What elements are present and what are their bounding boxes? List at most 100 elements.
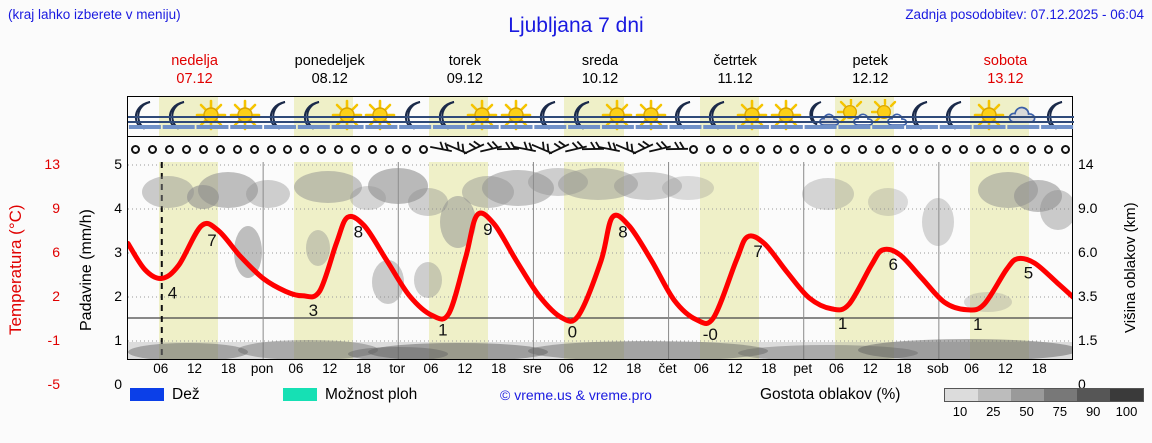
svg-text:1: 1 bbox=[973, 315, 982, 334]
x-tick-20: 06 bbox=[828, 361, 845, 376]
temperature-axis-ticks: 13 9 6 2 -1 -5 bbox=[28, 96, 60, 392]
temperature-tick-4: -1 bbox=[47, 332, 60, 348]
x-tick-19: pet bbox=[793, 361, 813, 376]
precipitation-tick-0: 5 bbox=[114, 156, 122, 172]
sun-icon bbox=[635, 99, 669, 133]
x-tick-3: pon bbox=[250, 361, 274, 376]
temperature-tick-1: 9 bbox=[52, 200, 60, 216]
chart-legend: Dež Možnost ploh © vreme.us & vreme.pro … bbox=[0, 386, 1152, 431]
cloud-density-tick-1: 25 bbox=[986, 404, 1001, 419]
daylight-band-3 bbox=[564, 162, 624, 359]
rain-color-swatch bbox=[130, 388, 164, 401]
chart-plot-area: 4 7 3 8 1 9 0 8 -0 7 1 6 1 5 bbox=[128, 162, 1072, 359]
day-header-6: petek 12.12 bbox=[803, 52, 938, 92]
temperature-tick-5: -5 bbox=[47, 376, 60, 392]
wind-barb-symbol bbox=[529, 138, 555, 160]
cloud-density-step-4 bbox=[1077, 389, 1110, 401]
cloudheight-tick-3: 3.5 bbox=[1078, 288, 1098, 304]
wind-barb-symbol bbox=[428, 138, 454, 160]
svg-text:9: 9 bbox=[483, 220, 492, 239]
wind-barb-symbol bbox=[613, 138, 639, 160]
location-hint: (kraj lahko izberete v meniju) bbox=[8, 7, 181, 22]
day-header-5: četrtek 11.12 bbox=[668, 52, 803, 92]
moon-icon bbox=[1040, 99, 1074, 133]
wind-calm-symbol bbox=[1060, 145, 1070, 154]
cloud-density-ticks: 10 25 50 75 90 100 bbox=[944, 404, 1152, 420]
showers-color-swatch bbox=[283, 388, 317, 401]
x-tick-1: 12 bbox=[187, 361, 203, 376]
x-tick-10: 18 bbox=[491, 361, 507, 376]
daylight-band-5 bbox=[834, 162, 894, 359]
wind-calm-symbol bbox=[705, 145, 715, 154]
svg-text:1: 1 bbox=[438, 320, 447, 339]
wind-calm-symbol bbox=[249, 145, 259, 154]
wind-calm-symbol bbox=[148, 145, 158, 154]
wind-calm-symbol bbox=[976, 145, 986, 154]
moon-icon bbox=[128, 99, 162, 133]
copyright-text: © vreme.us & vreme.pro bbox=[500, 387, 652, 403]
precipitation-tick-3: 2 bbox=[114, 288, 122, 304]
precipitation-tick-4: 1 bbox=[114, 332, 122, 348]
wind-barb-symbol bbox=[444, 138, 470, 160]
day-name: četrtek bbox=[713, 53, 757, 69]
sun-icon bbox=[601, 99, 635, 133]
sun-icon bbox=[770, 99, 804, 133]
svg-text:-0: -0 bbox=[703, 325, 718, 344]
day-header-1: nedelja 07.12 bbox=[127, 52, 262, 92]
wind-calm-symbol bbox=[199, 145, 209, 154]
wind-calm-symbol bbox=[908, 145, 918, 154]
day-date: 12.12 bbox=[852, 71, 889, 87]
svg-text:4: 4 bbox=[168, 283, 177, 302]
day-date: 13.12 bbox=[987, 71, 1024, 87]
cloud-density-label: Gostota oblakov (%) bbox=[760, 386, 901, 403]
cloud-icon bbox=[1006, 99, 1040, 133]
svg-text:6: 6 bbox=[889, 255, 898, 274]
wind-calm-symbol bbox=[790, 145, 800, 154]
sun-icon bbox=[466, 99, 500, 133]
moon-icon bbox=[297, 99, 331, 133]
x-tick-7: tor bbox=[389, 361, 406, 376]
sun-icon bbox=[973, 99, 1007, 133]
wind-calm-symbol bbox=[959, 145, 969, 154]
moon-icon bbox=[567, 99, 601, 133]
wind-barb-symbol bbox=[630, 138, 656, 160]
wind-barb-symbol bbox=[596, 138, 622, 160]
wind-calm-symbol bbox=[824, 145, 834, 154]
moon-icon bbox=[939, 99, 973, 133]
last-updated: Zadnja posodobitev: 07.12.2025 - 06:04 bbox=[905, 7, 1144, 22]
wind-calm-symbol bbox=[165, 145, 175, 154]
wind-calm-symbol bbox=[874, 145, 884, 154]
page-title: Ljubljana 7 dni bbox=[508, 14, 644, 37]
x-tick-22: 18 bbox=[896, 361, 912, 376]
x-tick-4: 06 bbox=[288, 361, 304, 376]
x-tick-12: 06 bbox=[558, 361, 574, 376]
day-name: sobota bbox=[983, 53, 1028, 69]
precipitation-axis-ticks: 5 4 3 2 1 0 bbox=[100, 96, 122, 392]
day-name: nedelja bbox=[171, 53, 218, 69]
x-tick-15: čet bbox=[658, 361, 677, 376]
wind-calm-symbol bbox=[300, 145, 310, 154]
x-tick-5: 12 bbox=[322, 361, 338, 376]
temperature-tick-2: 6 bbox=[52, 244, 60, 260]
x-tick-24: 06 bbox=[964, 361, 980, 376]
x-tick-11: sre bbox=[523, 361, 542, 376]
svg-text:7: 7 bbox=[753, 242, 762, 261]
wind-symbol-band bbox=[128, 138, 1072, 162]
cloud-density-step-5 bbox=[1110, 389, 1143, 401]
svg-text:5: 5 bbox=[1024, 264, 1033, 283]
cloudheight-axis-ticks: 14 9.0 6.0 3.5 1.5 0 bbox=[1078, 96, 1118, 392]
wind-calm-symbol bbox=[418, 145, 428, 154]
wind-calm-symbol bbox=[688, 145, 698, 154]
wind-calm-symbol bbox=[367, 145, 377, 154]
wind-barb-symbol bbox=[461, 138, 487, 160]
svg-text:8: 8 bbox=[354, 222, 363, 241]
wind-calm-symbol bbox=[1043, 145, 1053, 154]
cloud-density-tick-4: 90 bbox=[1085, 404, 1101, 419]
wind-calm-symbol bbox=[232, 145, 242, 154]
moon-icon bbox=[702, 99, 736, 133]
svg-text:3: 3 bbox=[309, 301, 318, 320]
sun-icon bbox=[500, 99, 534, 133]
wind-calm-symbol bbox=[266, 145, 276, 154]
sun-cloud-icon bbox=[871, 99, 908, 133]
cloudheight-tick-2: 6.0 bbox=[1078, 244, 1098, 260]
